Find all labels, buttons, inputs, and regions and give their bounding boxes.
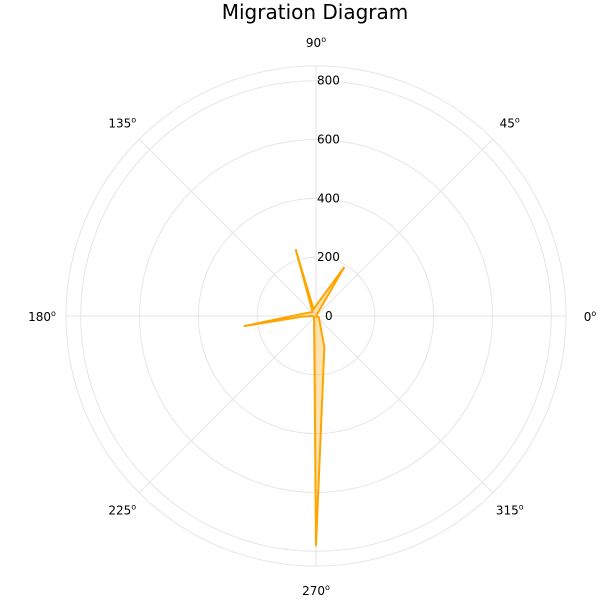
angle-tick-label-0: 0o	[584, 309, 597, 324]
radial-tick-label-600: 600	[317, 133, 340, 147]
radial-tick-label-200: 200	[317, 250, 340, 264]
angle-tick-label-315: 315o	[496, 503, 524, 518]
grid-spoke-135	[139, 139, 316, 316]
radial-tick-label-0: 0	[325, 309, 333, 323]
angle-tick-label-180: 180o	[28, 309, 56, 324]
angle-tick-label-45: 45o	[500, 115, 520, 130]
grid-spoke-315	[316, 316, 493, 493]
radial-tick-label-800: 800	[317, 74, 340, 88]
grid-spoke-45	[316, 139, 493, 316]
radial-labels: 0 200 400 600 800	[317, 74, 340, 323]
grid-spoke-225	[139, 316, 316, 493]
angle-tick-label-225: 225o	[108, 503, 136, 518]
angle-tick-label-135: 135o	[108, 115, 136, 130]
chart-title: Migration Diagram	[222, 0, 409, 24]
angle-tick-label-90: 90o	[306, 35, 326, 50]
radial-tick-label-400: 400	[317, 191, 340, 205]
angle-tick-label-270: 270o	[302, 583, 330, 598]
